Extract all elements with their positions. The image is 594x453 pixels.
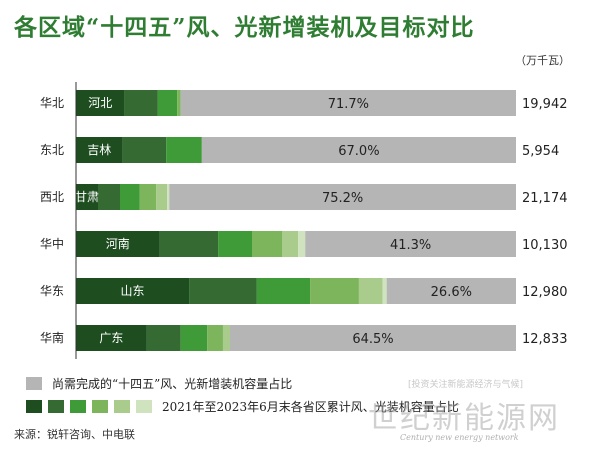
installed-segment <box>124 90 158 116</box>
region-label: 华中 <box>40 236 64 251</box>
installed-segment <box>156 184 168 210</box>
total-value-label: 21,174 <box>522 191 568 206</box>
installed-segment <box>76 90 125 116</box>
province-label: 河南 <box>106 236 130 251</box>
stacked-bar-chart: 华北 71.7% 河北 19,942 东北 67.0% 吉林 5,954 西北 75.2% 甘肃 21… <box>40 82 568 359</box>
installed-segment <box>159 231 219 257</box>
legend-swatch-installed <box>92 400 108 413</box>
installed-segment <box>222 325 230 351</box>
installed-segment <box>358 278 383 304</box>
installed-segment <box>139 184 157 210</box>
installed-segment <box>282 231 299 257</box>
legend-installed: 2021年至2023年6月末各省区累计风、光装机容量占比 <box>26 398 459 415</box>
installed-segment <box>120 184 140 210</box>
installed-segment <box>382 278 387 304</box>
remaining-segment <box>305 231 516 257</box>
installed-segment <box>76 231 160 257</box>
installed-segment <box>76 325 147 351</box>
remaining-segment <box>230 325 516 351</box>
remaining-percent-label: 75.2% <box>322 191 363 206</box>
legend-label-remaining: 尚需完成的“十四五”风、光新增装机容量占比 <box>52 377 293 391</box>
watermark-english: Century new energy network <box>400 433 519 442</box>
installed-segment <box>98 184 120 210</box>
total-value-label: 5,954 <box>522 144 559 159</box>
remaining-percent-label: 41.3% <box>390 238 431 253</box>
installed-segment <box>298 231 306 257</box>
remaining-percent-label: 71.7% <box>328 97 369 112</box>
remaining-segment <box>201 137 516 163</box>
region-label: 华东 <box>40 284 64 298</box>
watermark-tagline: [投资关注新能源经济与气候] <box>408 380 524 390</box>
installed-segment <box>76 184 98 210</box>
region-label: 华北 <box>40 96 64 110</box>
remaining-segment <box>180 90 516 116</box>
total-value-label: 12,833 <box>522 332 568 347</box>
legend-swatch-installed <box>48 400 64 413</box>
region-label: 华南 <box>40 330 64 345</box>
installed-segment <box>207 325 223 351</box>
province-label: 吉林 <box>87 143 111 157</box>
legend-swatch-installed <box>114 400 130 413</box>
installed-segment <box>189 278 257 304</box>
installed-segment <box>218 231 252 257</box>
installed-segment <box>252 231 283 257</box>
legend-remaining: 尚需完成的“十四五”风、光新增装机容量占比 <box>26 375 292 392</box>
legend-swatch-remaining <box>26 377 42 390</box>
watermark-logo-text: 世纪新能源网 <box>368 401 560 436</box>
installed-segment <box>167 184 170 210</box>
legend-label-installed: 2021年至2023年6月末各省区累计风、光装机容量占比 <box>162 400 459 414</box>
remaining-segment <box>169 184 516 210</box>
installed-segment <box>180 325 208 351</box>
total-value-label: 10,130 <box>522 238 568 253</box>
installed-segment <box>146 325 181 351</box>
total-value-label: 19,942 <box>522 97 568 112</box>
remaining-percent-label: 64.5% <box>352 332 393 347</box>
legend-swatch-installed <box>26 400 42 413</box>
province-label: 山东 <box>121 284 145 298</box>
remaining-percent-label: 67.0% <box>338 144 379 159</box>
installed-segment <box>177 90 181 116</box>
installed-segment <box>122 137 167 163</box>
source-note: 来源：锐轩咨询、中电联 <box>14 428 135 441</box>
province-label: 河北 <box>88 96 112 110</box>
installed-segment <box>166 137 202 163</box>
remaining-segment <box>386 278 516 304</box>
installed-segment <box>157 90 178 116</box>
province-label: 甘肃 <box>75 190 99 204</box>
installed-segment <box>76 278 190 304</box>
region-label: 东北 <box>40 143 64 157</box>
installed-segment <box>310 278 359 304</box>
total-value-label: 12,980 <box>522 285 568 300</box>
unit-label: （万千瓦） <box>515 54 570 67</box>
installed-segment <box>256 278 311 304</box>
province-label: 广东 <box>99 331 123 345</box>
installed-segment <box>76 137 123 163</box>
region-label: 西北 <box>40 190 64 204</box>
remaining-percent-label: 26.6% <box>431 285 472 300</box>
legend-swatch-installed <box>136 400 152 413</box>
legend-swatch-installed <box>70 400 86 413</box>
legend-swatches-installed <box>26 400 158 413</box>
chart-title: 各区域“十四五”风、光新增装机及目标对比 <box>14 14 475 41</box>
